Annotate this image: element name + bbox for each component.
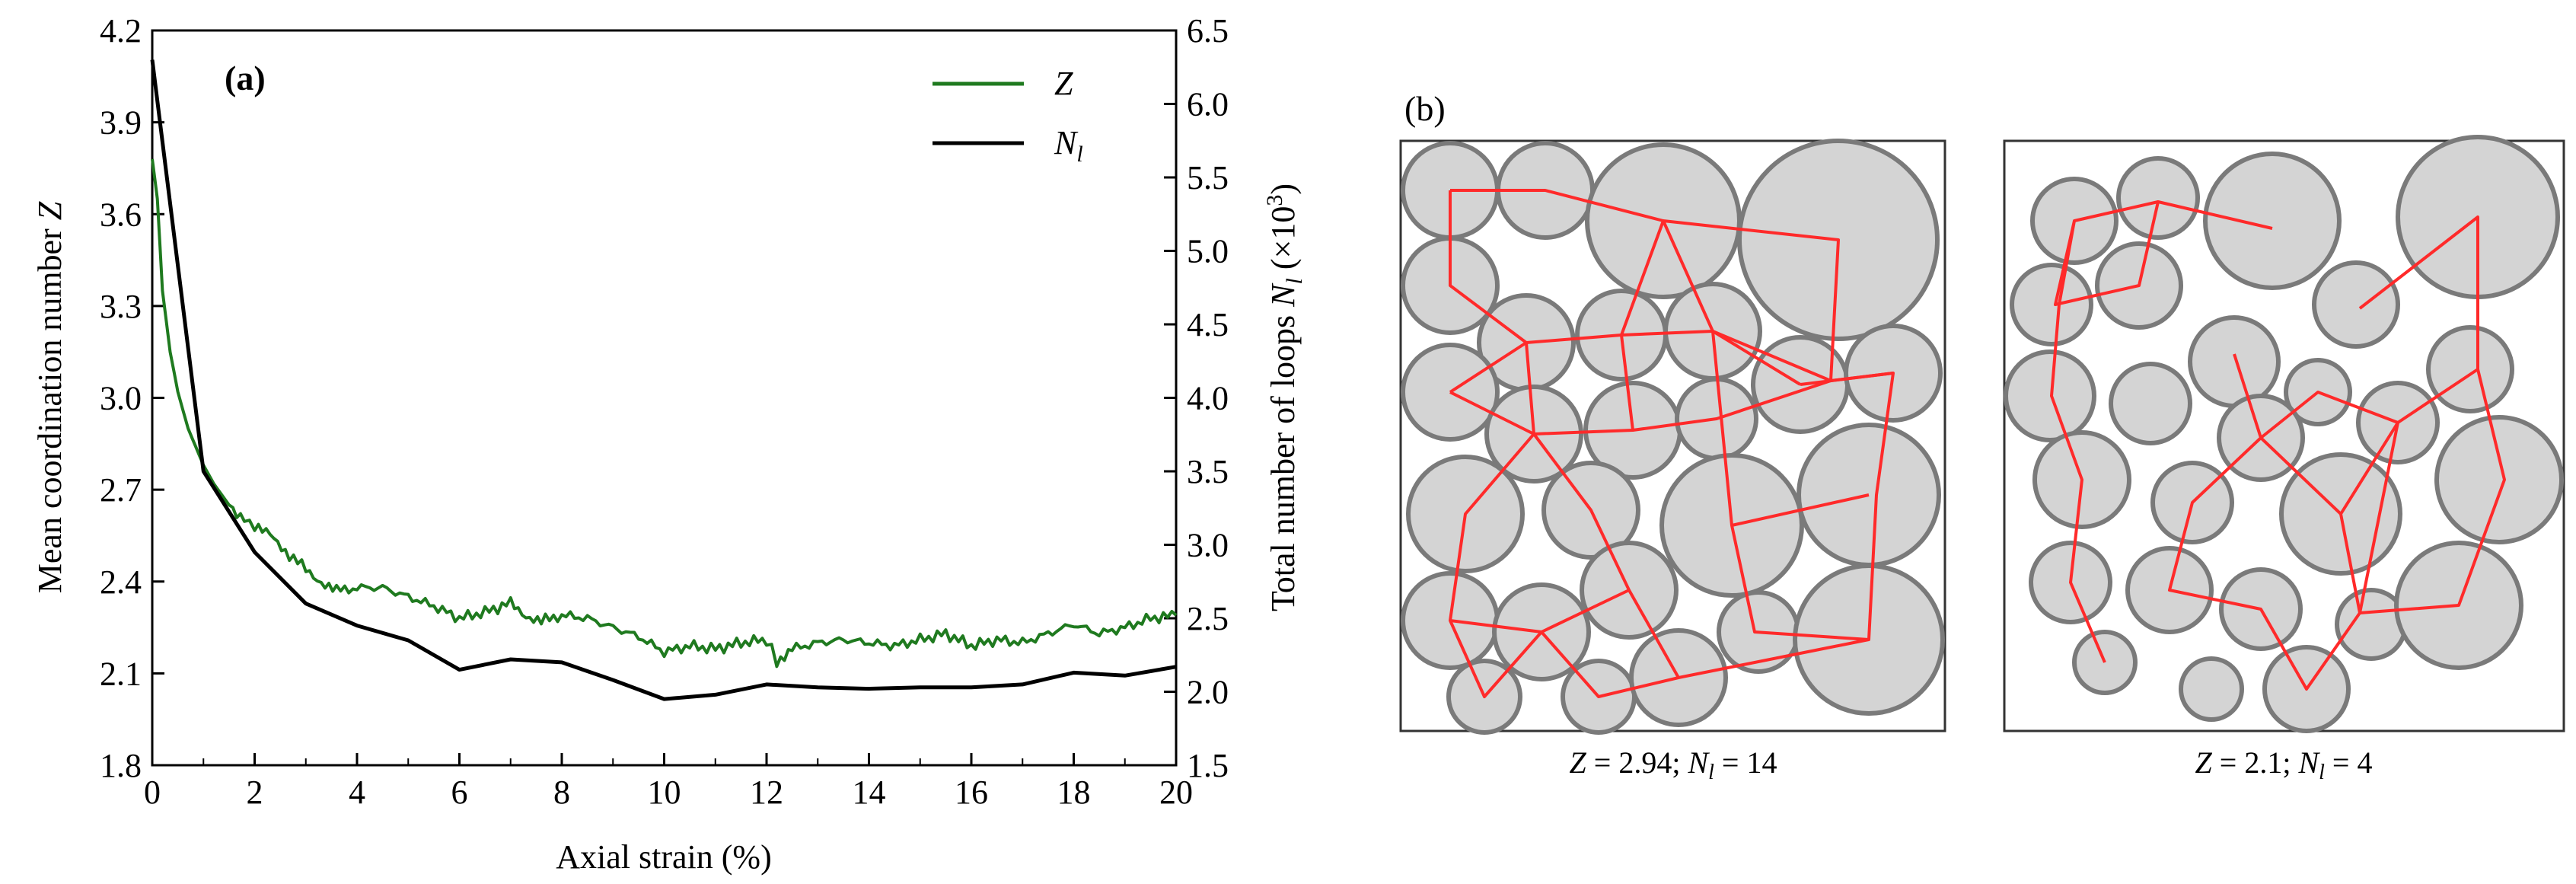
y-right-tick-label: 2.5: [1187, 600, 1229, 637]
right-caption-n-symbol: N: [2297, 745, 2320, 780]
contact-chain: [1449, 589, 1630, 633]
y-left-tick-label: 2.7: [100, 471, 142, 509]
x-tick-label: 4: [349, 774, 365, 811]
series-lines: [150, 59, 1178, 701]
panel-a-chart: 0 2 4 6 8 10 12 14 16 18 20 1.8 2.1 2.4 2.7 3.0 3.3 3.6 3…: [31, 12, 1307, 876]
y-right-axis-ticks: 1.5 2.0 2.5 3.0 3.5 4.0 4.5 5.0 5.5 6.0 6.5: [1164, 12, 1229, 784]
panel-b-label: (b): [1404, 89, 1446, 128]
y-right-title-symbol: N: [1264, 282, 1302, 308]
x-axis-title: Axial strain (%): [556, 838, 771, 876]
x-tick-label: 2: [247, 774, 263, 811]
right-caption-z-symbol: Z: [2195, 745, 2213, 780]
series-line-z: [151, 158, 1178, 669]
contact-chain: [1449, 341, 1528, 394]
left-network-contacts: [1449, 189, 1895, 698]
y-left-tick-label: 4.2: [100, 12, 142, 49]
legend-nl-subscript: l: [1076, 142, 1082, 167]
contact-chain: [2259, 391, 2399, 614]
y-left-tick-label: 2.1: [100, 655, 142, 692]
y-right-tick-label: 3.0: [1187, 527, 1229, 564]
x-tick-label: 0: [144, 774, 161, 811]
left-caption-n-symbol: N: [1687, 745, 1710, 780]
y-right-title-unit-prefix: (×10: [1264, 206, 1302, 270]
legend-nl-symbol: N: [1054, 124, 1079, 161]
particle: [2426, 325, 2514, 413]
legend-label-z: Z: [1054, 65, 1073, 102]
particle: [2312, 260, 2400, 349]
x-tick-label: 16: [955, 774, 988, 811]
y-left-tick-label: 3.3: [100, 288, 142, 325]
y-left-title-symbol: Z: [31, 201, 69, 220]
contact-chain: [1449, 432, 1679, 698]
right-network: Z = 2.1; Nl = 4: [2003, 135, 2565, 784]
y-right-tick-label: 5.5: [1187, 159, 1229, 196]
y-left-tick-label: 1.8: [100, 747, 142, 784]
panel-b-networks: (b): [1399, 89, 2565, 784]
panel-a-label: (a): [225, 59, 266, 97]
particle: [2203, 152, 2342, 290]
y-right-tick-label: 3.5: [1187, 453, 1229, 490]
legend-label-nl: Nl: [1054, 124, 1083, 167]
y-left-tick-label: 3.6: [100, 196, 142, 233]
particle: [2188, 315, 2281, 408]
particle: [2109, 362, 2192, 445]
x-axis-ticks: 0 2 4 6 8 10 12 14 16 18 20: [144, 753, 1193, 811]
x-tick-label: 20: [1159, 774, 1193, 811]
y-left-tick-label: 2.4: [100, 563, 142, 601]
contact-chain: [2050, 200, 2273, 663]
left-caption-z-value: = 2.94;: [1586, 745, 1681, 780]
y-right-tick-label: 6.0: [1187, 86, 1229, 123]
left-caption-n-subscript: l: [1708, 761, 1714, 784]
contact-chain: [1526, 330, 1802, 386]
series-line-nl: [150, 59, 1177, 701]
y-right-title-unit-suffix: ): [1264, 184, 1302, 195]
y-left-tick-label: 3.0: [100, 380, 142, 417]
y-left-title-text: Mean coordination number: [31, 228, 69, 593]
y-left-axis-title: Mean coordination number Z: [31, 201, 69, 593]
y-right-tick-label: 4.5: [1187, 306, 1229, 343]
y-right-axis-title: Total number of loops Nl (×103): [1262, 184, 1307, 611]
contact-chain: [2074, 200, 2159, 222]
y-left-axis-ticks: 1.8 2.1 2.4 2.7 3.0 3.3 3.6 3.9 4.2: [100, 12, 164, 784]
contact-chain: [1800, 372, 1894, 386]
contact-chain: [1449, 189, 1895, 641]
y-right-title-unit-exp: 3: [1262, 195, 1287, 206]
contact-chain: [2259, 436, 2342, 515]
particle: [2010, 263, 2093, 346]
y-right-tick-label: 4.0: [1187, 380, 1229, 417]
contact-chain: [1731, 493, 1870, 527]
particle: [2116, 156, 2200, 240]
y-right-title-subscript: l: [1282, 278, 1307, 284]
x-tick-label: 10: [648, 774, 681, 811]
y-right-tick-label: 2.0: [1187, 674, 1229, 711]
right-caption-n-subscript: l: [2319, 761, 2325, 784]
right-caption-n-value: = 4: [2325, 745, 2373, 780]
x-tick-label: 18: [1057, 774, 1091, 811]
x-tick-label: 14: [853, 774, 886, 811]
y-right-title-text: Total number of loops: [1264, 315, 1302, 611]
left-network-caption: Z = 2.94; Nl = 14: [1570, 745, 1777, 784]
right-network-caption: Z = 2.1; Nl = 4: [2195, 745, 2373, 784]
left-caption-n-value: = 14: [1714, 745, 1777, 780]
left-caption-z-symbol: Z: [1570, 745, 1587, 780]
right-network-contacts: [2050, 200, 2506, 691]
x-tick-label: 6: [451, 774, 468, 811]
y-left-tick-label: 3.9: [100, 104, 142, 142]
left-network: Z = 2.94; Nl = 14: [1399, 139, 1946, 784]
y-right-tick-label: 1.5: [1187, 747, 1229, 784]
x-tick-label: 8: [553, 774, 570, 811]
right-caption-z-value: = 2.1;: [2212, 745, 2291, 780]
particle: [2434, 415, 2564, 544]
legend: Z Nl: [933, 65, 1083, 167]
particle: [2179, 656, 2244, 722]
left-network-particles: [1401, 139, 1945, 735]
x-tick-label: 12: [750, 774, 783, 811]
y-right-tick-label: 6.5: [1187, 12, 1229, 49]
contact-chain: [1449, 391, 1870, 679]
contact-chain: [1632, 330, 1832, 432]
y-right-tick-label: 5.0: [1187, 233, 1229, 270]
